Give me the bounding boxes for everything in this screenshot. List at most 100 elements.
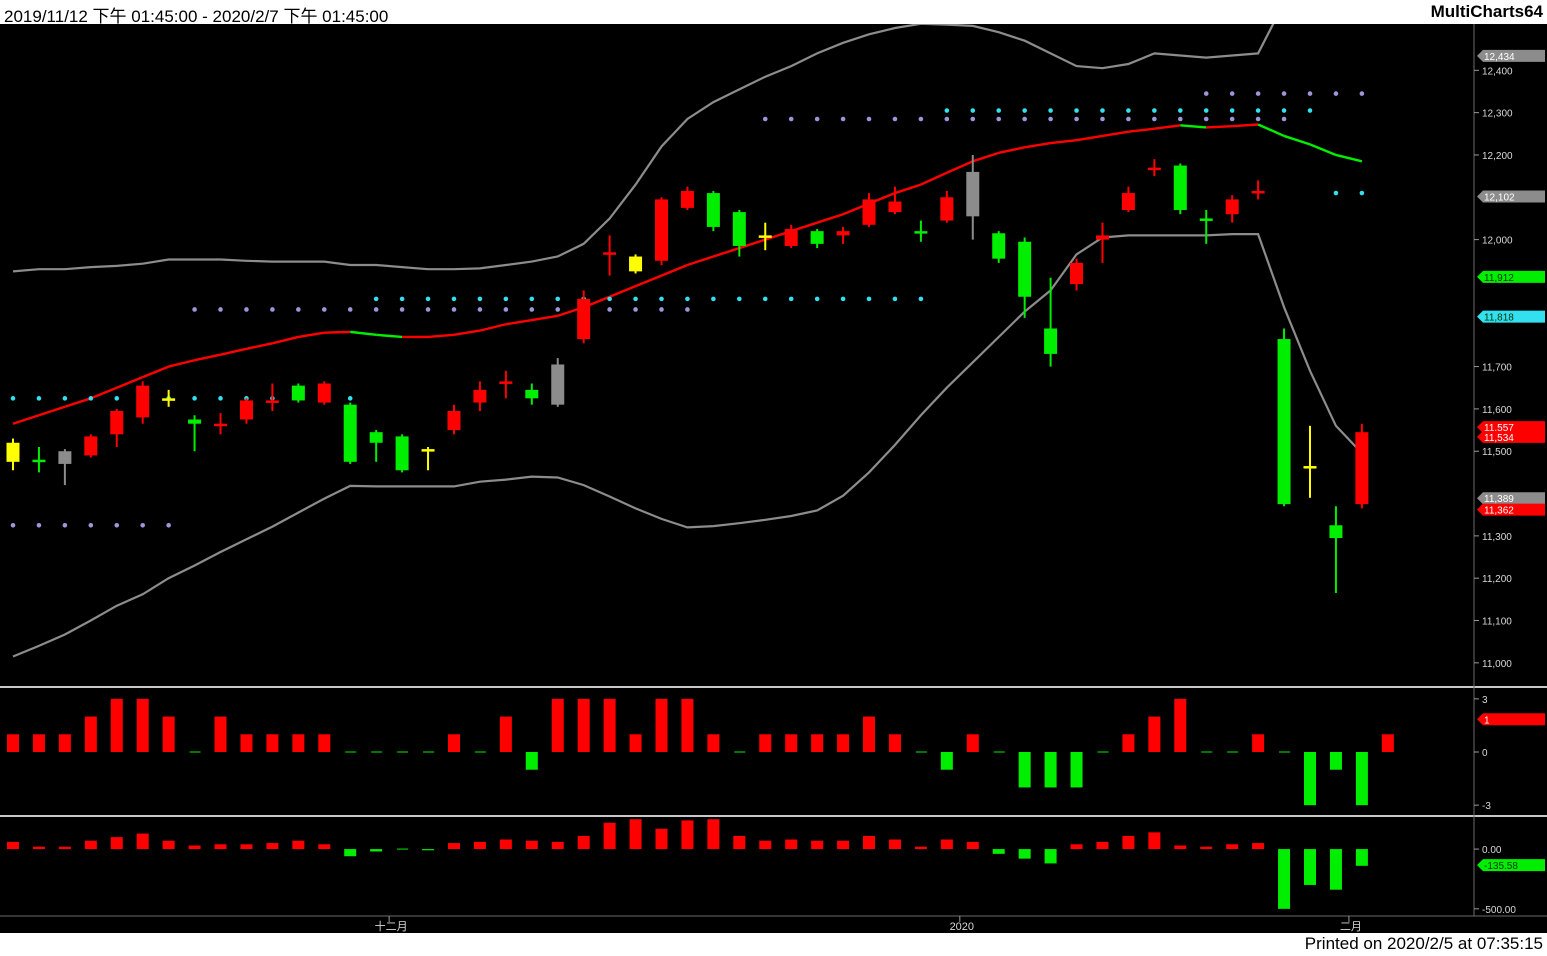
price-tag-label: 11,362 (1484, 506, 1514, 517)
lavender-dot (970, 116, 976, 122)
lavender-dot (373, 307, 379, 312)
oscillator-1-bar (1018, 752, 1031, 788)
cyan-dot (1229, 108, 1235, 113)
lavender-dot (633, 307, 638, 312)
cyan-dot (1307, 108, 1313, 113)
candle-body (239, 400, 253, 420)
candle-body (862, 199, 876, 225)
candle-body (1018, 241, 1032, 297)
moving-average-segment (38, 405, 66, 417)
candle-body (525, 389, 539, 399)
candle-body (1095, 235, 1109, 240)
price-tick-label: 12,000 (1482, 236, 1513, 247)
candle-body (1355, 432, 1369, 505)
candle-body (1070, 262, 1084, 285)
price-tag (1477, 492, 1545, 505)
cyan-dot (762, 296, 768, 302)
moving-average-segment (661, 263, 688, 277)
cyan-dot (218, 396, 223, 401)
lavender-dot (1229, 91, 1235, 96)
oscillator-1-bar (525, 752, 538, 770)
oscillator-2-bar (473, 841, 486, 850)
candle-body (706, 193, 720, 227)
cyan-dot (555, 296, 561, 302)
oscillator-2-bar (32, 846, 45, 850)
cyan-dot (1048, 108, 1053, 113)
bollinger-upper-line (12, 24, 1275, 273)
price-tag (1477, 310, 1545, 323)
candle-body (369, 432, 383, 443)
lavender-dot (192, 307, 197, 312)
oscillator-1-bar (811, 734, 824, 752)
oscillator-1-bar (1252, 734, 1265, 752)
moving-average-segment (738, 238, 766, 250)
moving-average-segment (116, 376, 144, 389)
price-tag (1477, 421, 1545, 434)
oscillator-2-bar (733, 835, 746, 850)
candle-body (421, 449, 435, 452)
cyan-dot (62, 396, 68, 401)
moving-average-segment (427, 333, 455, 339)
oscillator-panel-2[interactable] (7, 819, 1368, 909)
moving-average-segment (90, 386, 118, 400)
oscillator-2-bar (1278, 849, 1291, 909)
candle-body (577, 298, 591, 340)
lavender-dot (399, 307, 405, 312)
candle-body (162, 398, 176, 401)
oscillator-2-bar (759, 840, 772, 850)
lavender-dot (321, 307, 327, 312)
cyan-dot (1100, 108, 1105, 113)
oscillator-tick-label: 0 (1482, 748, 1488, 759)
chart-area[interactable]: 11,000 11,100 11,200 11,300 11,500 11,600 11,7… (0, 24, 1547, 933)
price-tag (1477, 503, 1545, 516)
moving-average-segment (272, 335, 299, 345)
lavender-dot (1203, 91, 1209, 96)
oscillator-tick-label: 3 (1482, 695, 1488, 706)
cyan-dot (685, 296, 690, 302)
oscillator-2-bar (370, 849, 383, 852)
oscillator-2-bar (707, 819, 720, 850)
cyan-dot (633, 296, 638, 302)
candle-body (214, 423, 228, 427)
candle-body (1251, 190, 1265, 194)
title-bar: 2019/11/12 下午 01:45:00 - 2020/2/7 下午 01:… (0, 0, 1547, 26)
cyan-dot (503, 296, 509, 302)
oscillator-2-bar (577, 835, 590, 850)
oscillator-1-bar (966, 734, 979, 752)
oscillator-2-bar (1096, 841, 1109, 850)
cyan-dot (1255, 108, 1261, 113)
oscillator-1-bar (240, 734, 253, 752)
oscillator-2-bar (188, 845, 201, 850)
oscillator-1-bar (136, 698, 149, 752)
candle-body (888, 201, 902, 213)
cyan-dot (814, 296, 820, 302)
price-tag-label: 12,102 (1484, 192, 1515, 203)
lavender-dot (1281, 116, 1287, 122)
oscillator-2-bar (1174, 845, 1187, 850)
cyan-dot (866, 296, 872, 302)
lavender-dot (1178, 116, 1183, 122)
x-tick-label: 2020 (950, 921, 974, 933)
moving-average-segment (376, 333, 403, 339)
moving-average-segment (1257, 123, 1285, 138)
oscillator-1-bar (447, 734, 460, 752)
oscillator-2-bar (603, 822, 616, 850)
cyan-dot (373, 296, 379, 302)
lavender-dot (529, 307, 535, 312)
oscillator-1-bar (110, 698, 123, 752)
oscillator-panel-1[interactable] (7, 698, 1394, 806)
oscillator-2-bar (110, 837, 123, 850)
lavender-dot (918, 116, 924, 122)
moving-average-segment (687, 255, 714, 267)
candle-body (343, 404, 357, 462)
cyan-dot (425, 296, 431, 302)
moving-average-segment (609, 285, 637, 298)
cyan-dot (1333, 190, 1339, 196)
oscillator-1-bar (32, 734, 45, 752)
moving-average-segment (194, 353, 221, 362)
oscillator-2-bar (447, 843, 460, 850)
lavender-dot (996, 116, 1002, 122)
price-panel[interactable] (6, 24, 1369, 658)
lavender-dot (1126, 116, 1131, 122)
oscillator-1-bar (1304, 752, 1316, 806)
